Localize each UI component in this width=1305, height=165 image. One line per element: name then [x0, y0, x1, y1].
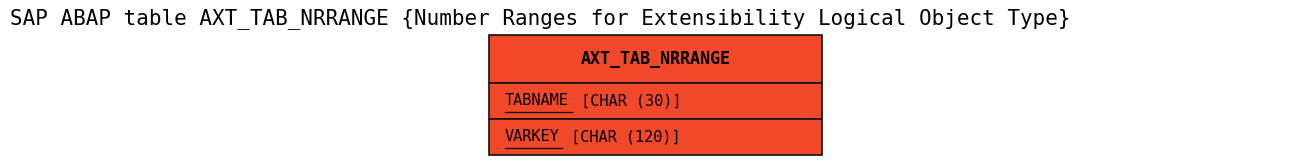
FancyBboxPatch shape — [489, 35, 822, 82]
Text: AXT_TAB_NRRANGE: AXT_TAB_NRRANGE — [581, 50, 731, 68]
Text: [CHAR (120)]: [CHAR (120)] — [562, 130, 681, 144]
Text: [CHAR (30)]: [CHAR (30)] — [572, 93, 681, 108]
Text: TABNAME: TABNAME — [505, 93, 569, 108]
Text: VARKEY: VARKEY — [505, 130, 560, 144]
FancyBboxPatch shape — [489, 119, 822, 155]
FancyBboxPatch shape — [489, 82, 822, 119]
Text: SAP ABAP table AXT_TAB_NRRANGE {Number Ranges for Extensibility Logical Object T: SAP ABAP table AXT_TAB_NRRANGE {Number R… — [10, 8, 1071, 29]
